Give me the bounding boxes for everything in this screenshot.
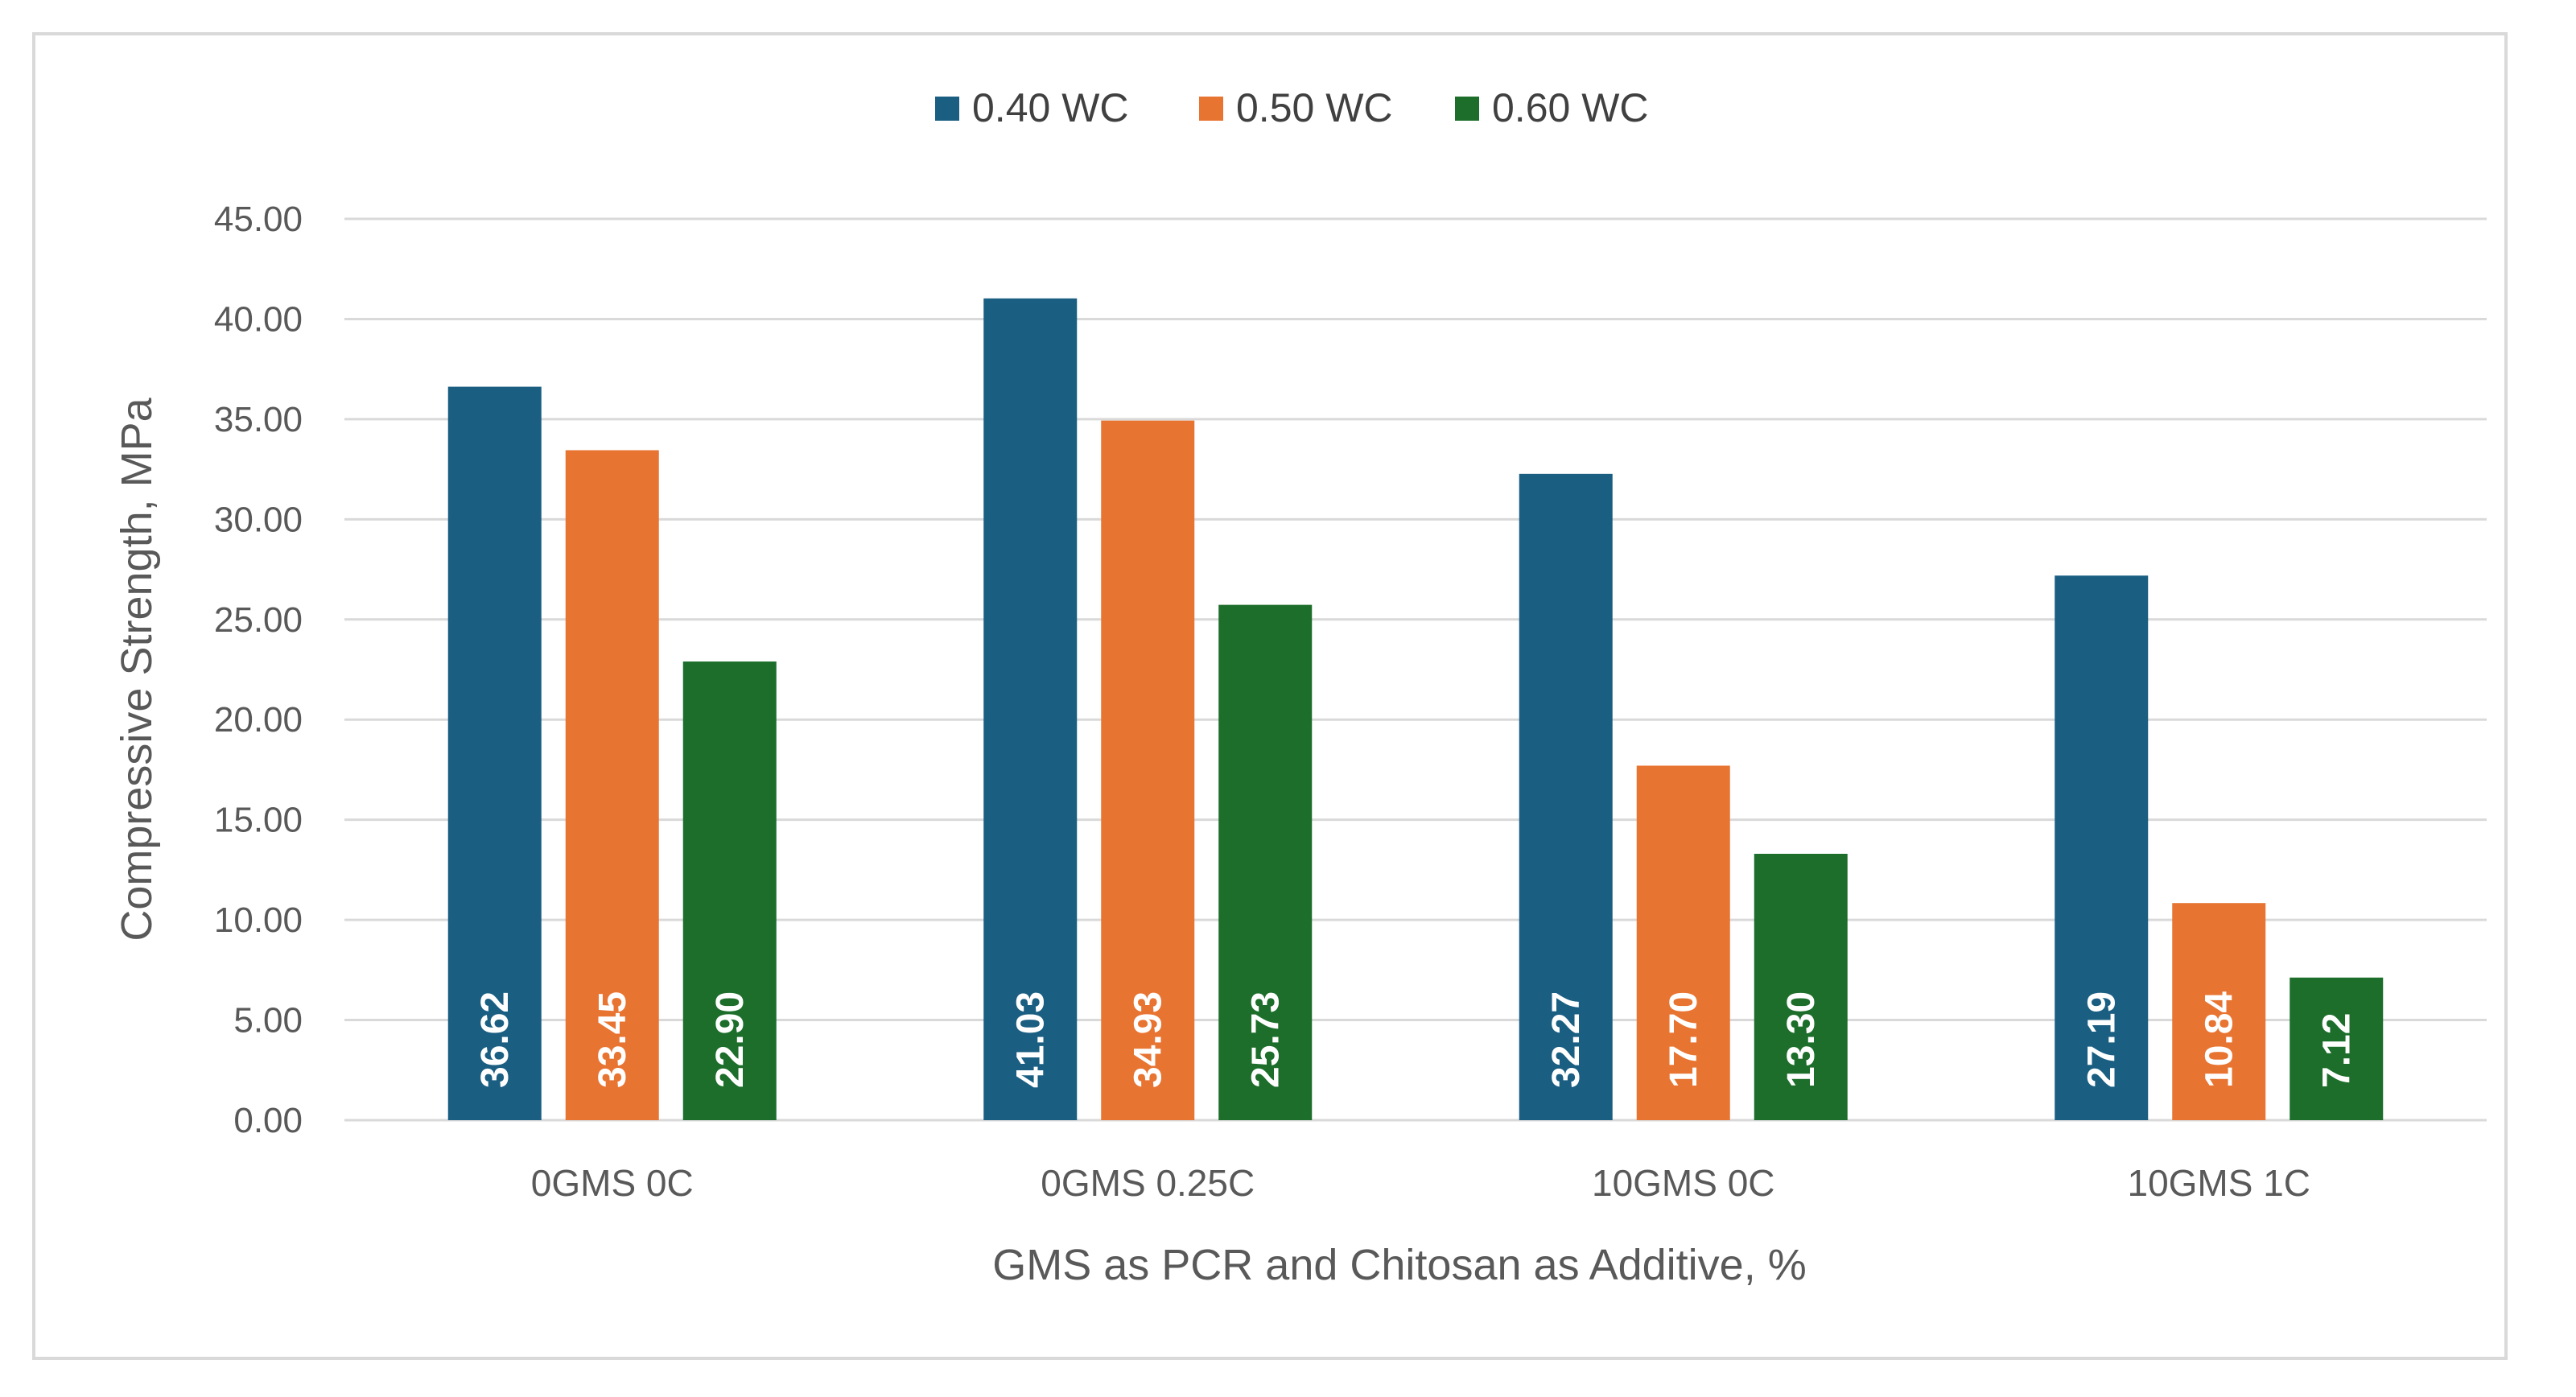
bar-data-label: 17.70 [1663,991,1705,1088]
x-axis-title: GMS as PCR and Chitosan as Additive, % [992,1241,1806,1289]
gridlines [344,217,2487,1122]
bar [2172,903,2266,1120]
bar [1519,473,1613,1120]
bar [1636,765,1730,1120]
bars: 36.62 33.45 22.90 41.03 34.93 25.73 32.27 17.70… [447,298,2384,1121]
bar [1101,420,1195,1120]
y-tick-label: 30.00 [214,500,303,539]
y-tick-label: 45.00 [214,200,303,239]
bar-data-label: 22.90 [709,991,752,1088]
y-axis-ticks: 0.00 5.00 10.00 15.00 20.00 25.00 30.00 35.00 40… [214,200,303,1140]
legend-swatch [1199,97,1223,121]
bar [983,298,1078,1120]
bar [447,386,542,1121]
bar [1754,853,1848,1120]
bar-data-label: 34.93 [1127,991,1169,1088]
x-category-label: 10GMS 1C [2127,1162,2310,1204]
legend-swatch [1455,97,1479,121]
bar-data-label: 27.19 [2080,991,2123,1088]
x-category-label: 0GMS 0C [531,1162,694,1204]
bar [2055,575,2149,1120]
x-category-label: 0GMS 0.25C [1041,1162,1255,1204]
bar-data-label: 41.03 [1009,991,1052,1088]
y-tick-label: 5.00 [233,1001,303,1041]
y-axis-title: Compressive Strength, MPa [113,397,161,941]
legend-swatch [935,97,959,121]
bar [565,450,659,1120]
bar [1218,604,1313,1120]
bar-data-label: 36.62 [474,991,517,1088]
legend: 0.40 WC 0.50 WC 0.60 WC [935,85,1649,130]
y-tick-label: 40.00 [214,299,303,339]
y-tick-label: 0.00 [233,1101,303,1140]
y-tick-label: 25.00 [214,600,303,640]
x-category-label: 10GMS 0C [1592,1162,1775,1204]
bar [2290,977,2384,1120]
bar-data-label: 33.45 [591,991,634,1088]
bar-data-label: 7.12 [2315,1013,2358,1088]
y-tick-label: 15.00 [214,801,303,840]
bar [682,661,777,1120]
legend-label: 0.40 WC [972,85,1129,130]
bar-data-label: 25.73 [1244,991,1287,1088]
bar-data-label: 13.30 [1780,991,1823,1088]
y-tick-label: 10.00 [214,900,303,940]
y-tick-label: 20.00 [214,700,303,740]
bar-data-label: 10.84 [2198,991,2240,1088]
bar-data-label: 32.27 [1545,991,1588,1088]
legend-label: 0.50 WC [1236,85,1393,130]
y-tick-label: 35.00 [214,400,303,439]
x-axis-categories: 0GMS 0C 0GMS 0.25C 10GMS 0C 10GMS 1C [531,1162,2310,1204]
legend-label: 0.60 WC [1492,85,1649,130]
